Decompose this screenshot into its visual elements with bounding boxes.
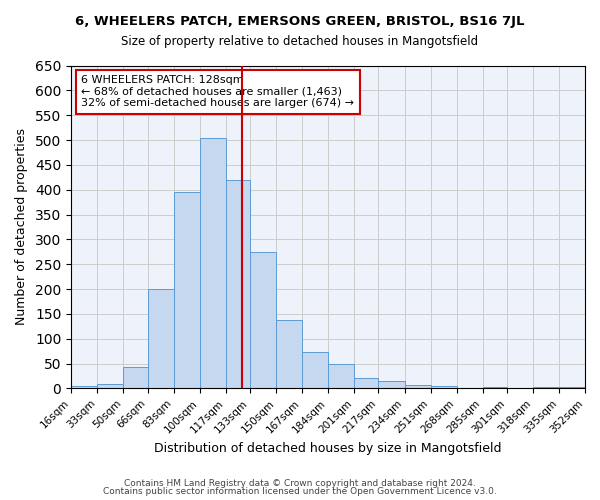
Text: 6 WHEELERS PATCH: 128sqm
← 68% of detached houses are smaller (1,463)
32% of sem: 6 WHEELERS PATCH: 128sqm ← 68% of detach… bbox=[82, 75, 355, 108]
Bar bbox=[328, 364, 354, 388]
Text: 6, WHEELERS PATCH, EMERSONS GREEN, BRISTOL, BS16 7JL: 6, WHEELERS PATCH, EMERSONS GREEN, BRIST… bbox=[75, 15, 525, 28]
Bar bbox=[200, 138, 226, 388]
Bar bbox=[123, 367, 148, 388]
Bar bbox=[379, 381, 404, 388]
Bar bbox=[482, 387, 507, 388]
Bar bbox=[173, 192, 200, 388]
Bar bbox=[404, 384, 431, 388]
Bar bbox=[97, 384, 123, 388]
Bar bbox=[302, 352, 328, 389]
Bar bbox=[226, 180, 250, 388]
Bar bbox=[533, 387, 559, 388]
Bar bbox=[431, 386, 457, 388]
Bar bbox=[354, 378, 379, 388]
Bar bbox=[71, 386, 97, 388]
Bar bbox=[276, 320, 302, 388]
Text: Contains HM Land Registry data © Crown copyright and database right 2024.: Contains HM Land Registry data © Crown c… bbox=[124, 478, 476, 488]
Y-axis label: Number of detached properties: Number of detached properties bbox=[15, 128, 28, 326]
Text: Size of property relative to detached houses in Mangotsfield: Size of property relative to detached ho… bbox=[121, 35, 479, 48]
X-axis label: Distribution of detached houses by size in Mangotsfield: Distribution of detached houses by size … bbox=[154, 442, 502, 455]
Text: Contains public sector information licensed under the Open Government Licence v3: Contains public sector information licen… bbox=[103, 487, 497, 496]
Bar bbox=[250, 252, 276, 388]
Bar bbox=[148, 289, 173, 388]
